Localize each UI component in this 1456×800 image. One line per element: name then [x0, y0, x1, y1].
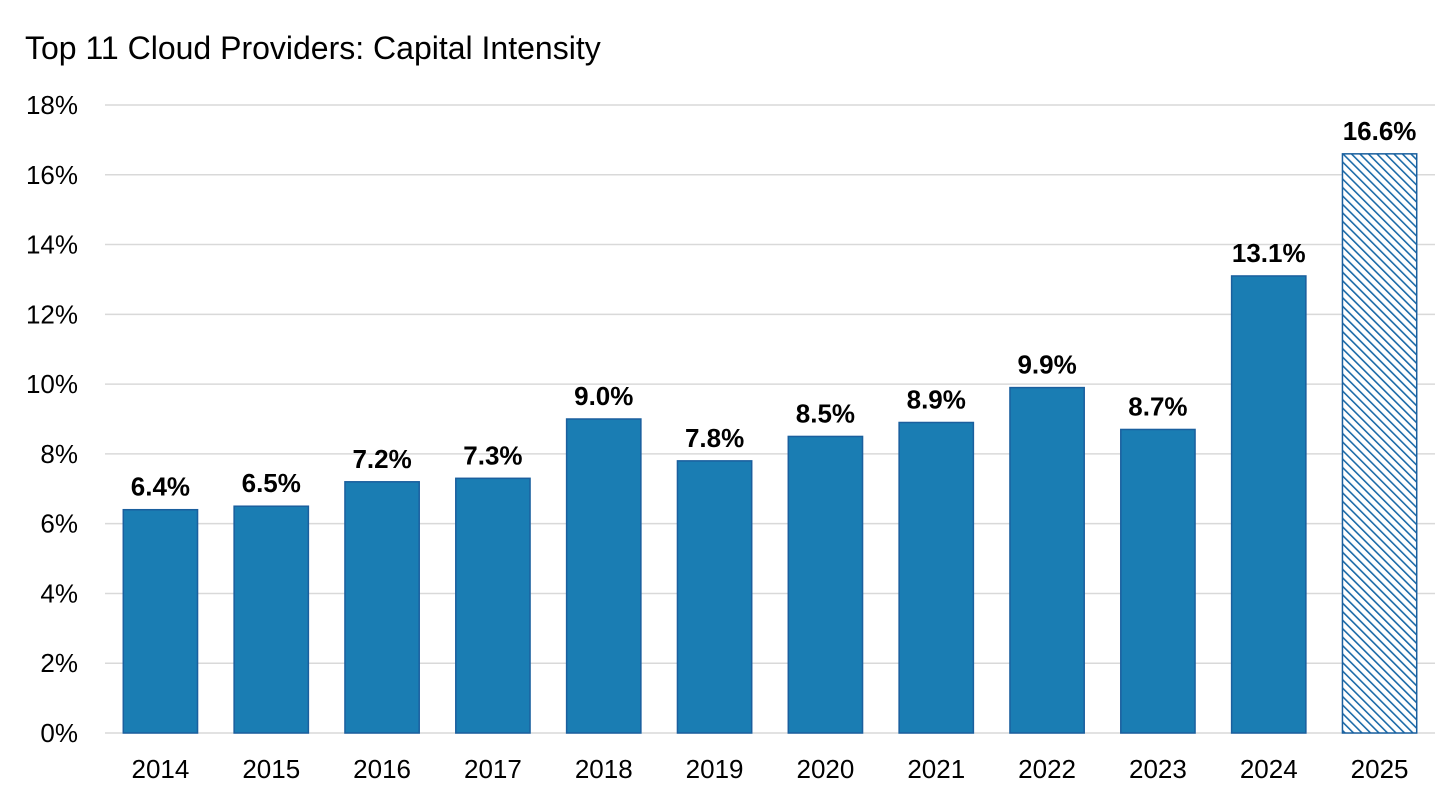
y-tick-label: 4% [40, 578, 78, 608]
x-tick-label: 2025 [1351, 754, 1409, 784]
data-label-2025: 16.6% [1343, 116, 1417, 146]
x-tick-label: 2018 [575, 754, 633, 784]
x-tick-label: 2014 [131, 754, 189, 784]
x-axis-ticks: 2014 2015 2016 2017 2018 2019 2020 2021 2022 2023… [131, 754, 1408, 784]
gridlines [105, 104, 1435, 734]
y-tick-label: 10% [26, 369, 78, 399]
data-label-2015: 6.5% [242, 468, 301, 498]
bar-2019 [676, 460, 753, 734]
y-tick-label: 0% [40, 718, 78, 748]
y-axis-ticks: 0% 2% 4% 6% 8% 10% 12% 14% 16% 18% [26, 90, 78, 748]
bar-2024 [1230, 275, 1307, 734]
bar-2021 [898, 421, 975, 734]
bar-2025 [1341, 153, 1418, 734]
x-tick-label: 2017 [464, 754, 522, 784]
data-label-2014: 6.4% [131, 472, 190, 502]
bar-2015 [233, 505, 310, 734]
bar-2023 [1120, 428, 1196, 734]
bar-2016 [344, 481, 420, 734]
y-tick-label: 6% [40, 509, 78, 539]
bar-2022 [1009, 386, 1085, 734]
data-label-2019: 7.8% [685, 423, 744, 453]
chart-title: Top 11 Cloud Providers: Capital Intensit… [25, 30, 601, 66]
x-tick-label: 2021 [907, 754, 965, 784]
bars [122, 153, 1418, 734]
data-label-2018: 9.0% [574, 381, 633, 411]
bar-2017 [455, 477, 531, 734]
bar-2014 [122, 508, 199, 734]
data-label-2024: 13.1% [1232, 238, 1306, 268]
x-tick-label: 2020 [796, 754, 854, 784]
x-tick-label: 2019 [686, 754, 744, 784]
bar-2018 [565, 418, 642, 734]
x-tick-label: 2024 [1240, 754, 1298, 784]
x-tick-label: 2022 [1018, 754, 1076, 784]
bar-2020 [787, 435, 864, 734]
data-label-2022: 9.9% [1017, 350, 1076, 380]
x-tick-label: 2015 [242, 754, 300, 784]
y-tick-label: 14% [26, 230, 78, 260]
y-tick-label: 12% [26, 299, 78, 329]
data-label-2016: 7.2% [352, 444, 411, 474]
x-tick-label: 2016 [353, 754, 411, 784]
y-tick-label: 18% [26, 90, 78, 120]
x-tick-label: 2023 [1129, 754, 1187, 784]
data-labels: 6.4% 6.5% 7.2% 7.3% 9.0% 7.8% 8.5% 8.9% 9.9% 8.7%… [131, 116, 1417, 502]
y-tick-label: 2% [40, 648, 78, 678]
data-label-2021: 8.9% [907, 384, 966, 414]
y-tick-label: 8% [40, 439, 78, 469]
data-label-2023: 8.7% [1128, 391, 1187, 421]
data-label-2020: 8.5% [796, 398, 855, 428]
data-label-2017: 7.3% [463, 440, 522, 470]
y-tick-label: 16% [26, 160, 78, 190]
